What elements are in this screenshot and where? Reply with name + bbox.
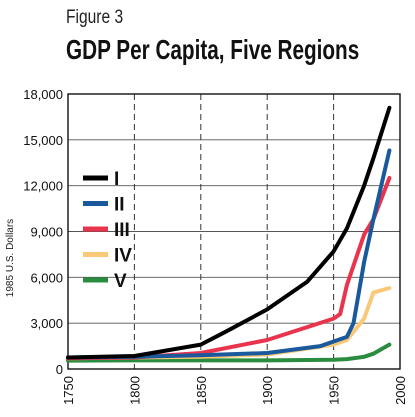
y-tick-label: 0 — [56, 362, 63, 377]
y-tick-label: 3,000 — [30, 316, 63, 331]
series-layer — [66, 105, 392, 363]
y-tick-label: 6,000 — [30, 270, 63, 285]
y-tick-label: 15,000 — [23, 133, 63, 148]
axis-layer: 0 3,000 6,000 9,000 12,000 15,000 18,000 1750 18… — [23, 87, 408, 405]
y-tick-label: 12,000 — [23, 179, 63, 194]
x-tick-label: 1850 — [194, 376, 209, 405]
y-tick-label: 18,000 — [23, 87, 63, 102]
x-tick-label: 1900 — [260, 376, 275, 405]
x-tick-label: 1950 — [327, 376, 342, 405]
legend-label-ii: II — [114, 195, 125, 216]
legend-label-v: V — [114, 271, 127, 292]
chart-title: GDP Per Capita, Five Regions — [66, 34, 360, 65]
figure-label: Figure 3 — [66, 7, 124, 28]
x-tick-label: 2000 — [393, 376, 408, 405]
series-line-i — [66, 105, 392, 360]
series-line-v — [66, 342, 392, 363]
y-tick-label: 9,000 — [30, 225, 63, 240]
legend-label-iv: IV — [114, 246, 132, 267]
series-line-ii — [66, 148, 392, 360]
plot-frame — [67, 93, 401, 370]
x-tick-label: 1750 — [61, 376, 76, 405]
legend-label-iii: III — [114, 220, 130, 241]
legend-label-i: I — [114, 169, 119, 190]
y-axis-label: 1985 U.S. Dollars — [5, 219, 16, 297]
x-tick-label: 1800 — [127, 376, 142, 405]
